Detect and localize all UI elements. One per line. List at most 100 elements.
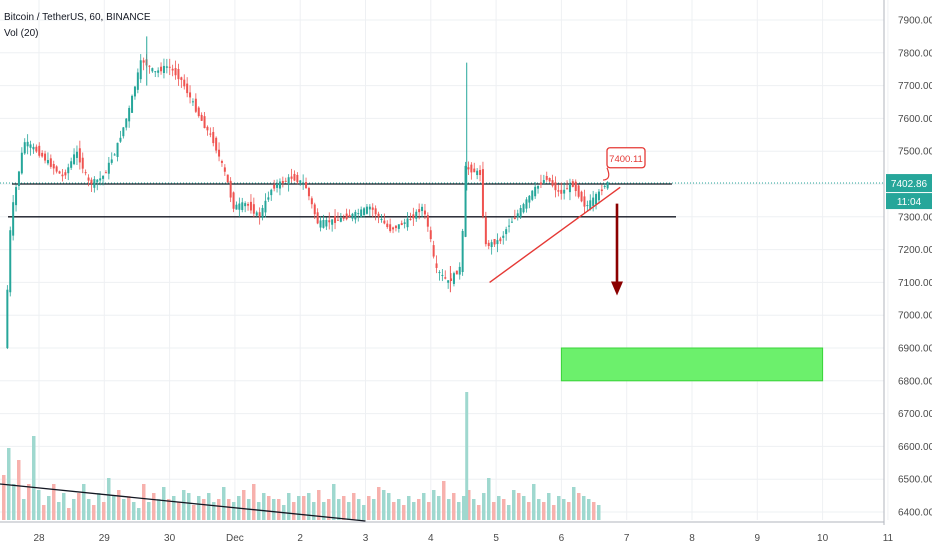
candle-body: [44, 153, 47, 161]
volume-bar: [167, 499, 171, 520]
candle-body: [302, 182, 305, 184]
candle-body: [58, 171, 61, 174]
volume-bar: [222, 487, 226, 520]
candle-body: [209, 133, 212, 135]
candle-body: [499, 238, 502, 242]
candle-body: [310, 198, 313, 205]
candle-body: [319, 220, 322, 228]
candle-body: [270, 189, 273, 196]
candle-body: [467, 167, 470, 170]
candle-body: [421, 206, 424, 212]
candle-body: [484, 217, 487, 245]
volume-bar: [407, 496, 411, 520]
volume-bar: [112, 496, 116, 520]
candle-body: [339, 218, 342, 222]
volume-bar: [497, 496, 501, 520]
candle-body: [160, 66, 163, 72]
candle-body: [55, 166, 58, 172]
volume-bar: [322, 502, 326, 520]
candle-body: [470, 164, 473, 173]
candle-body: [476, 170, 479, 176]
price-tick-label: 7600.00: [898, 114, 932, 125]
volume-bar: [197, 496, 201, 520]
candle-body: [232, 192, 235, 209]
candle-body: [380, 219, 383, 221]
candle-body: [603, 185, 606, 187]
candle-body: [87, 177, 90, 181]
candle-body: [357, 213, 360, 215]
candle-body: [238, 203, 241, 210]
candle-body: [81, 157, 84, 169]
candle-body: [557, 190, 560, 192]
candle-body: [165, 66, 168, 68]
candle-body: [479, 170, 482, 175]
candle-body: [168, 66, 171, 68]
candle-body: [128, 107, 131, 122]
drawings[interactable]: 7400.11: [489, 147, 646, 296]
candle-body: [229, 180, 232, 198]
candle-body: [345, 213, 348, 220]
symbol-title: Bitcoin / TetherUS, 60, BINANCE: [4, 12, 151, 23]
volume-bar: [57, 502, 61, 520]
candle-body: [397, 224, 400, 229]
price-tick-label: 7900.00: [898, 16, 932, 27]
candle-body: [473, 168, 476, 173]
candle-body: [331, 219, 334, 225]
candle-body: [122, 127, 125, 137]
time-tick-label: Dec: [226, 533, 244, 544]
candle-body: [223, 167, 226, 172]
candle-body: [23, 142, 26, 154]
candle-body: [200, 114, 203, 121]
volume-bar: [377, 487, 381, 520]
candle-body: [41, 152, 44, 157]
candle-body: [247, 203, 250, 206]
volume-bar: [442, 481, 446, 520]
candle-body: [220, 161, 223, 163]
volume-bar: [117, 490, 121, 520]
candle-body: [102, 175, 105, 179]
candle-body: [46, 160, 49, 164]
volume-bar: [332, 484, 336, 520]
volume-bar: [392, 502, 396, 520]
candle-body: [348, 215, 351, 217]
candle-body: [368, 206, 371, 210]
horizontal-levels[interactable]: [0, 182, 884, 218]
candle-body: [139, 60, 142, 80]
volume-bar: [152, 493, 156, 520]
candle-body: [426, 215, 429, 227]
time-tick-label: 5: [493, 533, 499, 544]
countdown-badge: [886, 193, 932, 210]
candle-body: [560, 189, 563, 194]
candle-body: [241, 202, 244, 211]
volume-bar: [37, 490, 41, 520]
volume-bar: [122, 499, 126, 520]
volume-bar: [82, 484, 86, 520]
candle-body: [154, 71, 157, 73]
volume-bar: [62, 493, 66, 520]
volume-bar: [547, 493, 551, 520]
volume-bar: [162, 487, 166, 520]
volume-bar: [252, 484, 256, 520]
volume-bar: [277, 499, 281, 520]
candle-body: [104, 172, 107, 174]
candle-body: [516, 213, 519, 218]
chart-grid: [0, 0, 889, 520]
price-tick-label: 7100.00: [898, 278, 932, 289]
candle-body: [235, 204, 238, 210]
volume-bar: [417, 499, 421, 520]
volume-bar: [512, 490, 516, 520]
time-tick-label: 2: [297, 533, 303, 544]
volume-bar: [432, 490, 436, 520]
candle-body: [394, 225, 397, 229]
candle-body: [284, 180, 287, 182]
volume-bar: [557, 496, 561, 520]
candle-body: [316, 212, 319, 224]
volume-bar: [592, 502, 596, 520]
target-zone-layer[interactable]: [560, 347, 824, 382]
candle-body: [116, 142, 119, 157]
candle-body: [525, 199, 528, 209]
candle-body: [583, 196, 586, 207]
candle-body: [528, 195, 531, 203]
candle-body: [136, 72, 139, 90]
